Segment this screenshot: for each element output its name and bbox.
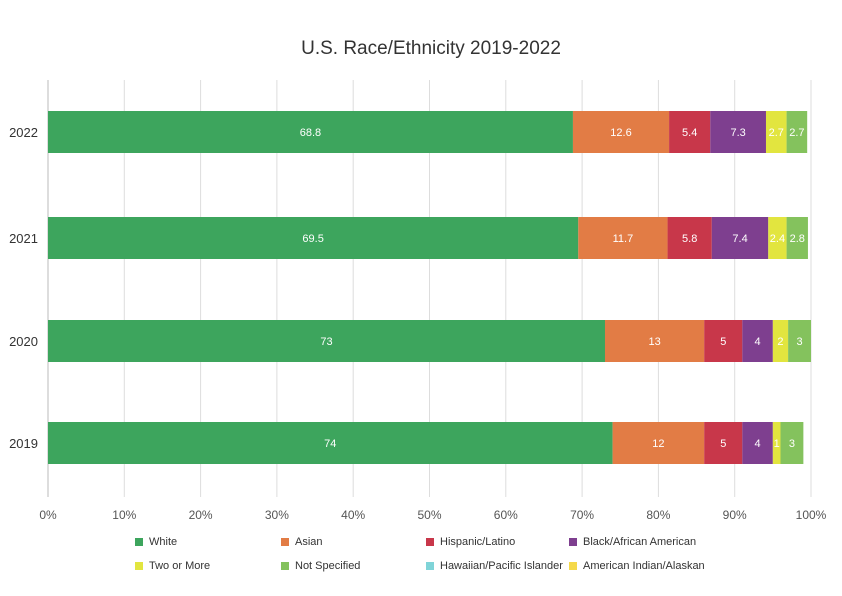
- x-tick-label: 70%: [570, 508, 594, 522]
- legend-label: American Indian/Alaskan: [583, 560, 705, 572]
- legend-item: American Indian/Alaskan: [569, 560, 705, 572]
- y-tick-label: 2021: [9, 231, 38, 246]
- x-tick-label: 60%: [494, 508, 518, 522]
- chart-title: U.S. Race/Ethnicity 2019-2022: [301, 38, 561, 59]
- y-tick-label: 2022: [9, 125, 38, 140]
- bar-segment: [48, 217, 579, 259]
- bar-segment: [780, 422, 804, 464]
- data-label: 5.4: [682, 127, 697, 139]
- bar-segment: [48, 320, 605, 362]
- bar-segment: [772, 422, 781, 464]
- x-tick-label: 80%: [646, 508, 670, 522]
- legend-item: Not Specified: [281, 560, 360, 572]
- legend-item: Hispanic/Latino: [426, 536, 515, 548]
- legend-label: Hispanic/Latino: [440, 536, 516, 548]
- x-tick-label: 30%: [265, 508, 289, 522]
- legend-label: White: [149, 536, 178, 548]
- legend-item: White: [135, 536, 177, 548]
- bar-segments: [48, 111, 811, 464]
- data-label: 73: [320, 336, 332, 348]
- legend-swatch: [135, 562, 143, 570]
- data-label: 7.3: [730, 127, 745, 139]
- legend: White Asian Hispanic/Latino Black/African A…: [0, 528, 842, 588]
- legend-label: Two or More: [149, 560, 211, 572]
- legend-swatch: [426, 562, 434, 570]
- data-label: 5: [720, 336, 726, 348]
- y-tick-label: 2020: [9, 334, 38, 349]
- bar-segment: [48, 111, 573, 153]
- data-label: 11.7: [613, 233, 634, 245]
- data-label: 4: [755, 438, 761, 450]
- bar-segment: [742, 320, 773, 362]
- bar-segment: [572, 111, 670, 153]
- legend-swatch: [281, 562, 289, 570]
- data-label: 2.8: [790, 233, 805, 245]
- legend-item: Black/African American: [569, 536, 696, 548]
- y-tick-label: 2019: [9, 436, 38, 451]
- data-label: 2: [777, 336, 783, 348]
- x-tick-label: 10%: [112, 508, 136, 522]
- legend-swatch: [135, 538, 143, 546]
- bar-segment: [710, 111, 766, 153]
- bar-segment: [711, 217, 769, 259]
- bar-segment: [742, 422, 773, 464]
- bar-segment: [786, 111, 808, 153]
- x-tick-label: 40%: [341, 508, 365, 522]
- legend-swatch: [569, 538, 577, 546]
- data-label: 2.7: [769, 127, 784, 139]
- x-tick-label: 0%: [39, 508, 57, 522]
- bar-segment: [578, 217, 668, 259]
- legend-swatch: [281, 538, 289, 546]
- data-label: 12.6: [610, 127, 631, 139]
- legend-label: Black/African American: [583, 536, 697, 548]
- bar-segment: [786, 217, 808, 259]
- bar-segment: [667, 217, 712, 259]
- legend-label: Not Specified: [295, 560, 361, 572]
- bar-segment: [612, 422, 705, 464]
- data-label: 4: [755, 336, 761, 348]
- legend-item: Hawaiian/Pacific Islander: [426, 560, 563, 572]
- bar-segment: [704, 320, 743, 362]
- data-label: 3: [789, 438, 795, 450]
- bar-segment: [48, 422, 613, 464]
- legend-swatch: [569, 562, 577, 570]
- y-axis-tick-labels: 2022 2021 2020 2019: [9, 125, 38, 451]
- data-label: 74: [324, 438, 336, 450]
- bar-segment: [772, 320, 789, 362]
- data-label: 2.4: [770, 233, 785, 245]
- data-label: 5.8: [682, 233, 697, 245]
- legend-item: Asian: [281, 536, 323, 548]
- bar-segment: [604, 320, 705, 362]
- legend-label: Hawaiian/Pacific Islander: [440, 560, 563, 572]
- data-label: 5: [720, 438, 726, 450]
- data-label: 2.7: [789, 127, 804, 139]
- bar-segment: [765, 111, 787, 153]
- x-tick-label: 100%: [796, 508, 827, 522]
- x-tick-label: 90%: [723, 508, 747, 522]
- bar-segment: [768, 217, 787, 259]
- data-label: 3: [796, 336, 802, 348]
- bar-segment: [788, 320, 811, 362]
- legend-label: Asian: [295, 536, 323, 548]
- bar-segment: [669, 111, 711, 153]
- data-label: 12: [652, 438, 664, 450]
- legend-item: Two or More: [135, 560, 210, 572]
- bar-segment: [704, 422, 743, 464]
- data-label: 1: [774, 438, 780, 450]
- data-label: 13: [648, 336, 660, 348]
- data-label: 69.5: [302, 233, 323, 245]
- data-labels: 68.8 12.6 5.4 7.3 2.7 2.7 69.5 11.7 5.8 7.4 2.4 2.8…: [300, 127, 805, 450]
- x-tick-label: 50%: [417, 508, 441, 522]
- legend-swatch: [426, 538, 434, 546]
- x-axis-tick-labels: 0% 10% 20% 30% 40% 50% 60% 70% 80% 90% 100%: [39, 508, 826, 522]
- data-label: 7.4: [732, 233, 747, 245]
- x-tick-label: 20%: [189, 508, 213, 522]
- data-label: 68.8: [300, 127, 321, 139]
